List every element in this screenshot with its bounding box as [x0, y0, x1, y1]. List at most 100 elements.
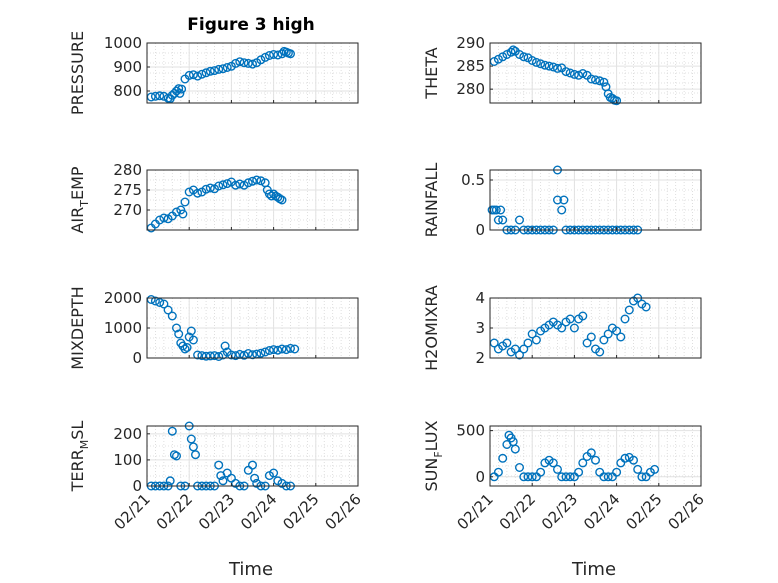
- data-point: [222, 63, 232, 73]
- data-point: [557, 323, 567, 333]
- subplot-rainfall: 0 0.5 RAINFALL: [422, 163, 702, 239]
- data-point: [498, 215, 508, 225]
- data-point: [159, 299, 169, 309]
- data-point: [188, 70, 198, 80]
- y-tick-label: 280: [456, 80, 485, 98]
- data-point: [508, 45, 518, 55]
- data-point: [510, 344, 520, 354]
- y-tick-label: 800: [113, 82, 142, 100]
- data-point: [247, 59, 257, 69]
- data-point: [650, 464, 660, 474]
- data-point: [599, 472, 609, 482]
- subplot-mixdepth: 0 1000 2000 MIXDEPTH: [68, 286, 359, 370]
- data-point: [578, 68, 588, 78]
- data-point: [209, 66, 219, 76]
- data-point: [531, 335, 541, 345]
- data-point: [561, 67, 571, 77]
- x-tick-label: 02/24: [580, 490, 623, 533]
- data-point: [256, 348, 266, 358]
- x-tick-label: 02/22: [496, 490, 539, 533]
- x-tick-label: 02/26: [665, 490, 708, 533]
- data-point: [523, 338, 533, 348]
- data-point: [214, 181, 224, 191]
- x-tick-label: 02/22: [153, 490, 196, 533]
- data-point: [595, 347, 605, 357]
- data-point: [527, 56, 537, 66]
- data-point: [591, 75, 601, 85]
- axes-box: [489, 42, 702, 104]
- data-point: [214, 352, 224, 362]
- data-point: [205, 351, 215, 361]
- data-series: [146, 175, 287, 233]
- data-point: [515, 350, 525, 360]
- data-point: [171, 323, 181, 333]
- data-point: [239, 58, 249, 68]
- data-point: [243, 58, 253, 68]
- data-point: [188, 442, 198, 452]
- axes-box: [146, 425, 359, 487]
- data-point: [205, 183, 215, 193]
- subplot-theta: 280 285 290 THETA: [422, 34, 702, 106]
- data-point: [620, 314, 630, 324]
- data-point: [277, 195, 287, 205]
- y-tick-label: 3: [475, 319, 485, 337]
- y-tick-label: 0: [132, 349, 142, 367]
- data-point: [174, 329, 184, 339]
- data-point: [250, 473, 260, 483]
- subplot-air-temp: 270 275 280 AIRTEMP: [68, 161, 359, 234]
- data-point: [536, 59, 546, 69]
- data-point: [595, 76, 605, 86]
- y-tick-label: 900: [113, 58, 142, 76]
- data-point: [184, 187, 194, 197]
- data-point: [150, 91, 160, 101]
- data-point: [252, 175, 262, 185]
- axes-box: [146, 169, 359, 231]
- data-point: [201, 68, 211, 78]
- y-tick-label: 0: [475, 221, 485, 239]
- data-point: [506, 47, 516, 57]
- y-axis-label-part: SUN: [422, 458, 441, 492]
- data-point: [281, 345, 291, 355]
- axes-box: [146, 42, 359, 104]
- y-axis-label: RAINFALL: [422, 163, 441, 238]
- data-point: [256, 176, 266, 186]
- data-point: [235, 179, 245, 189]
- y-tick-label: 275: [113, 181, 142, 199]
- x-tick-label: 02/25: [279, 490, 322, 533]
- data-point: [612, 96, 622, 106]
- data-point: [519, 52, 529, 62]
- data-point: [523, 472, 533, 482]
- data-point: [167, 311, 177, 321]
- data-point: [565, 68, 575, 78]
- y-tick-label: 2000: [104, 289, 142, 307]
- data-point: [247, 176, 257, 186]
- data-point: [578, 311, 588, 321]
- x-tick-label: 02/25: [622, 490, 665, 533]
- data-point: [531, 57, 541, 67]
- data-point: [565, 472, 575, 482]
- data-point: [519, 472, 529, 482]
- data-point: [186, 326, 196, 336]
- axes-box: [489, 425, 702, 487]
- data-point: [574, 70, 584, 80]
- data-point: [548, 62, 558, 72]
- data-point: [209, 351, 219, 361]
- data-point: [624, 305, 634, 315]
- data-point: [519, 344, 529, 354]
- data-point: [641, 302, 651, 312]
- data-point: [553, 195, 563, 205]
- data-point: [574, 467, 584, 477]
- data-point: [163, 305, 173, 315]
- data-point: [559, 195, 569, 205]
- data-point: [620, 453, 630, 463]
- data-point: [201, 351, 211, 361]
- data-point: [286, 49, 296, 59]
- y-tick-label: 285: [456, 57, 485, 75]
- data-point: [186, 434, 196, 444]
- figure-title: Figure 3 high: [187, 15, 315, 35]
- axes-box: [489, 169, 702, 231]
- x-tick-label: 02/24: [237, 490, 280, 533]
- y-tick-label: 500: [456, 422, 485, 440]
- y-axis-label-part: LUX: [422, 420, 441, 451]
- data-point: [569, 69, 579, 79]
